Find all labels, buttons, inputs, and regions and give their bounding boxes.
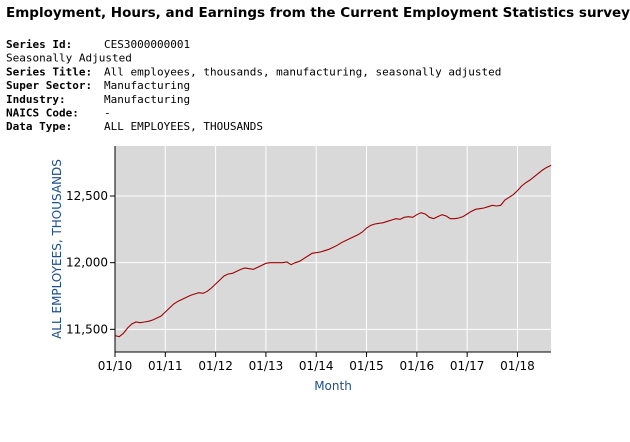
detail-label: Series Title: — [6, 65, 92, 78]
x-tick-label: 01/15 — [349, 359, 384, 373]
detail-value: Manufacturing — [104, 93, 190, 106]
x-tick-label: 01/18 — [500, 359, 535, 373]
x-tick-label: 01/17 — [450, 359, 485, 373]
page-title: Employment, Hours, and Earnings from the… — [6, 5, 630, 21]
detail-value: Manufacturing — [104, 79, 190, 92]
plot-area — [115, 146, 551, 352]
x-tick-label: 01/13 — [249, 359, 284, 373]
x-tick-label: 01/12 — [198, 359, 233, 373]
x-tick-label: 01/11 — [148, 359, 183, 373]
x-tick-label: 01/10 — [98, 359, 133, 373]
detail-value: - — [104, 107, 111, 120]
detail-label: Data Type: — [6, 120, 72, 133]
y-tick-label: 12,500 — [66, 189, 108, 203]
x-tick-label: 01/16 — [400, 359, 435, 373]
detail-label: Industry: — [6, 93, 66, 106]
detail-label: Super Sector: — [6, 79, 92, 92]
y-tick-label: 12,000 — [66, 256, 108, 270]
detail-value: CES3000000001 — [104, 38, 190, 51]
detail-label: NAICS Code: — [6, 107, 79, 120]
detail-label: Series Id: — [6, 38, 72, 51]
detail-value: All employees, thousands, manufacturing,… — [104, 65, 501, 78]
detail-value: Seasonally Adjusted — [6, 52, 132, 65]
y-tick-label: 11,500 — [66, 322, 108, 336]
x-tick-label: 01/14 — [299, 359, 334, 373]
chart: 11,500 12,000 12,500 01/10 01/11 01/12 01/13 01… — [50, 146, 552, 393]
y-axis-title: ALL EMPLOYEES, THOUSANDS — [50, 159, 64, 339]
data-line — [114, 164, 552, 338]
x-axis-title: Month — [314, 379, 352, 393]
detail-value: ALL EMPLOYEES, THOUSANDS — [104, 120, 263, 133]
